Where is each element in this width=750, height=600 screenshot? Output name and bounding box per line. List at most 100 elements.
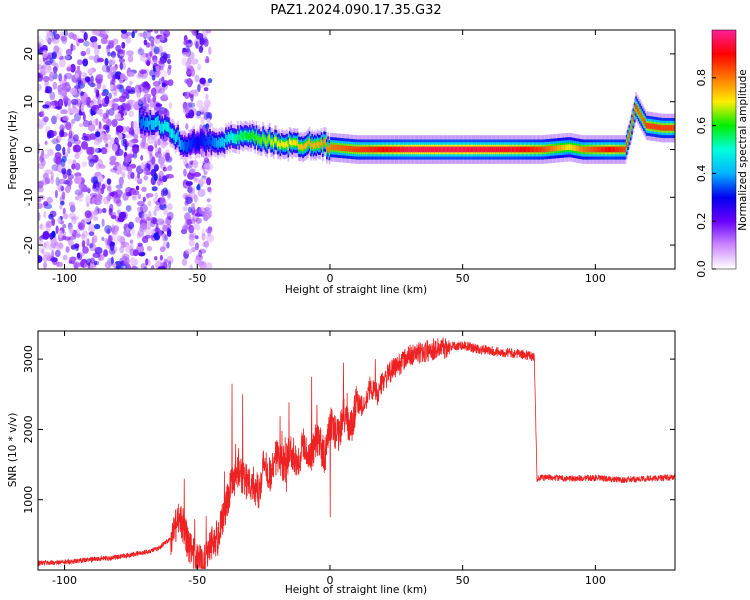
noise-speck: [74, 72, 80, 79]
noise-speck: [74, 152, 80, 160]
noise-speck: [158, 88, 165, 94]
noise-speck: [50, 101, 58, 106]
ridge-segment: [497, 148, 499, 151]
ridge-segment: [271, 140, 274, 144]
noise-speck: [38, 124, 43, 129]
noise-speck: [119, 257, 124, 264]
noise-speck: [168, 102, 173, 109]
noise-speck: [77, 191, 84, 199]
ridge-segment: [531, 148, 534, 151]
noise-speck: [80, 72, 87, 78]
noise-speck: [77, 38, 85, 43]
ridge-segment: [551, 147, 554, 151]
noise-speck: [92, 176, 98, 184]
noise-speck: [72, 33, 77, 41]
noise-speck: [101, 92, 106, 97]
ridge-segment: [268, 135, 271, 139]
ridge-segment: [473, 148, 475, 151]
noise-speck: [99, 184, 106, 192]
ridge-segment: [527, 148, 530, 151]
ridge-segment: [291, 143, 294, 146]
noise-speck: [185, 163, 193, 169]
ridge-segment: [274, 138, 276, 141]
noise-speck: [59, 204, 63, 210]
noise-speck: [49, 232, 54, 240]
ridge-segment: [381, 148, 384, 151]
noise-speck: [89, 257, 96, 264]
noise-speck: [142, 165, 146, 170]
noise-speck: [143, 167, 149, 175]
noise-speck: [38, 180, 44, 188]
ridge-segment: [511, 148, 514, 151]
noise-speck: [38, 149, 41, 154]
noise-speck: [62, 55, 71, 60]
y-tick-label: -20: [22, 236, 35, 254]
noise-speck: [106, 119, 112, 127]
noise-speck: [136, 232, 141, 240]
noise-speck: [88, 223, 96, 232]
noise-speck: [55, 113, 60, 120]
ridge-segment: [429, 148, 432, 151]
ridge-segment: [389, 148, 392, 151]
noise-speck: [127, 71, 135, 77]
noise-speck: [207, 78, 213, 84]
noise-speck: [105, 143, 109, 148]
ridge-segment: [157, 115, 160, 126]
ridge-segment: [583, 148, 586, 151]
noise-speck: [59, 124, 65, 132]
noise-speck: [98, 103, 102, 108]
noise-speck: [64, 55, 73, 61]
x-tick-label: 0: [326, 272, 333, 285]
noise-speck: [161, 233, 167, 242]
noise-speck: [45, 65, 52, 73]
ridge-segment: [278, 142, 280, 145]
ridge-segment: [596, 148, 599, 151]
noise-speck: [92, 183, 97, 189]
ridge-segment: [521, 148, 523, 151]
ridge-segment: [428, 148, 430, 151]
noise-speck: [189, 89, 198, 95]
noise-speck: [194, 175, 198, 182]
noise-speck: [128, 139, 135, 148]
noise-speck: [38, 42, 42, 48]
noise-speck: [71, 118, 76, 124]
ridge-segment: [392, 148, 394, 151]
noise-speck: [185, 60, 192, 68]
noise-speck: [106, 65, 110, 73]
noise-speck: [118, 176, 124, 186]
noise-speck: [188, 239, 195, 247]
ridge-segment: [538, 148, 540, 151]
ridge-segment: [186, 142, 189, 152]
noise-speck: [92, 41, 98, 49]
ridge-segment: [603, 148, 605, 151]
ridge-segment: [138, 113, 141, 123]
ridge-segment: [233, 136, 235, 140]
ridge-segment: [300, 144, 303, 148]
noise-speck: [131, 227, 136, 235]
ridge-segment: [517, 148, 519, 151]
noise-speck: [124, 109, 128, 116]
ridge-segment: [543, 147, 546, 151]
noise-speck: [203, 99, 211, 108]
noise-speck: [162, 175, 168, 183]
noise-speck: [185, 39, 190, 45]
ridge-segment: [629, 128, 632, 132]
noise-speck: [88, 55, 95, 60]
ridge-segment: [481, 148, 483, 151]
noise-speck: [181, 258, 188, 266]
noise-speck: [190, 58, 199, 65]
ridge-segment: [421, 148, 424, 151]
noise-speck: [128, 127, 135, 136]
noise-speck: [125, 31, 132, 36]
noise-speck: [153, 58, 159, 63]
ridge-segment: [434, 148, 437, 151]
noise-speck: [147, 145, 154, 152]
ridge-segment: [648, 124, 651, 128]
noise-speck: [62, 115, 70, 121]
noise-speck: [40, 110, 45, 118]
ridge-segment: [263, 138, 266, 142]
noise-speck: [150, 40, 155, 47]
noise-speck: [116, 209, 121, 216]
noise-speck: [167, 79, 174, 86]
noise-speck: [38, 196, 41, 203]
